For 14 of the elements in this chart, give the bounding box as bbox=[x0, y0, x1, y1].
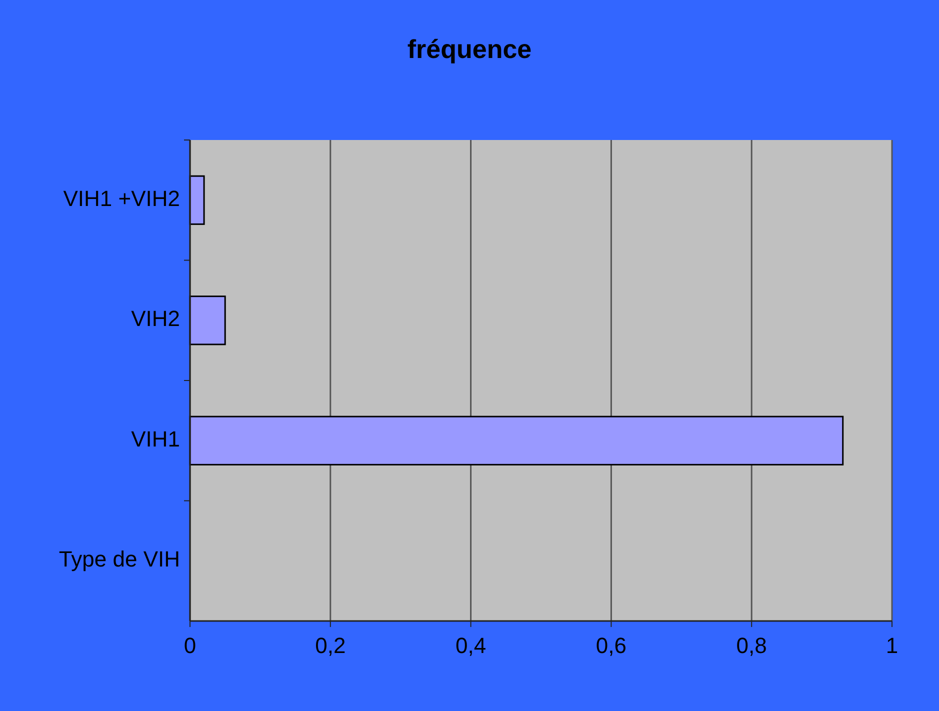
x-tick-label: 0,4 bbox=[456, 633, 486, 658]
y-tick-label: VIH1 bbox=[131, 426, 180, 452]
y-tick-label: Type de VIH bbox=[58, 546, 180, 572]
bar bbox=[189, 416, 844, 466]
y-tick-label: VIH1 +VIH2 bbox=[63, 186, 180, 211]
bar bbox=[189, 175, 205, 225]
chart-title: fréquence bbox=[407, 34, 532, 64]
x-tick-label: 0,8 bbox=[736, 633, 767, 658]
x-tick-label: 0,6 bbox=[596, 633, 626, 658]
bar bbox=[189, 296, 226, 346]
y-tick-label: VIH2 bbox=[131, 306, 180, 332]
x-tick-label: 1 bbox=[886, 633, 898, 658]
x-tick-label: 0,2 bbox=[315, 633, 346, 658]
x-tick-label: 0 bbox=[184, 633, 196, 658]
